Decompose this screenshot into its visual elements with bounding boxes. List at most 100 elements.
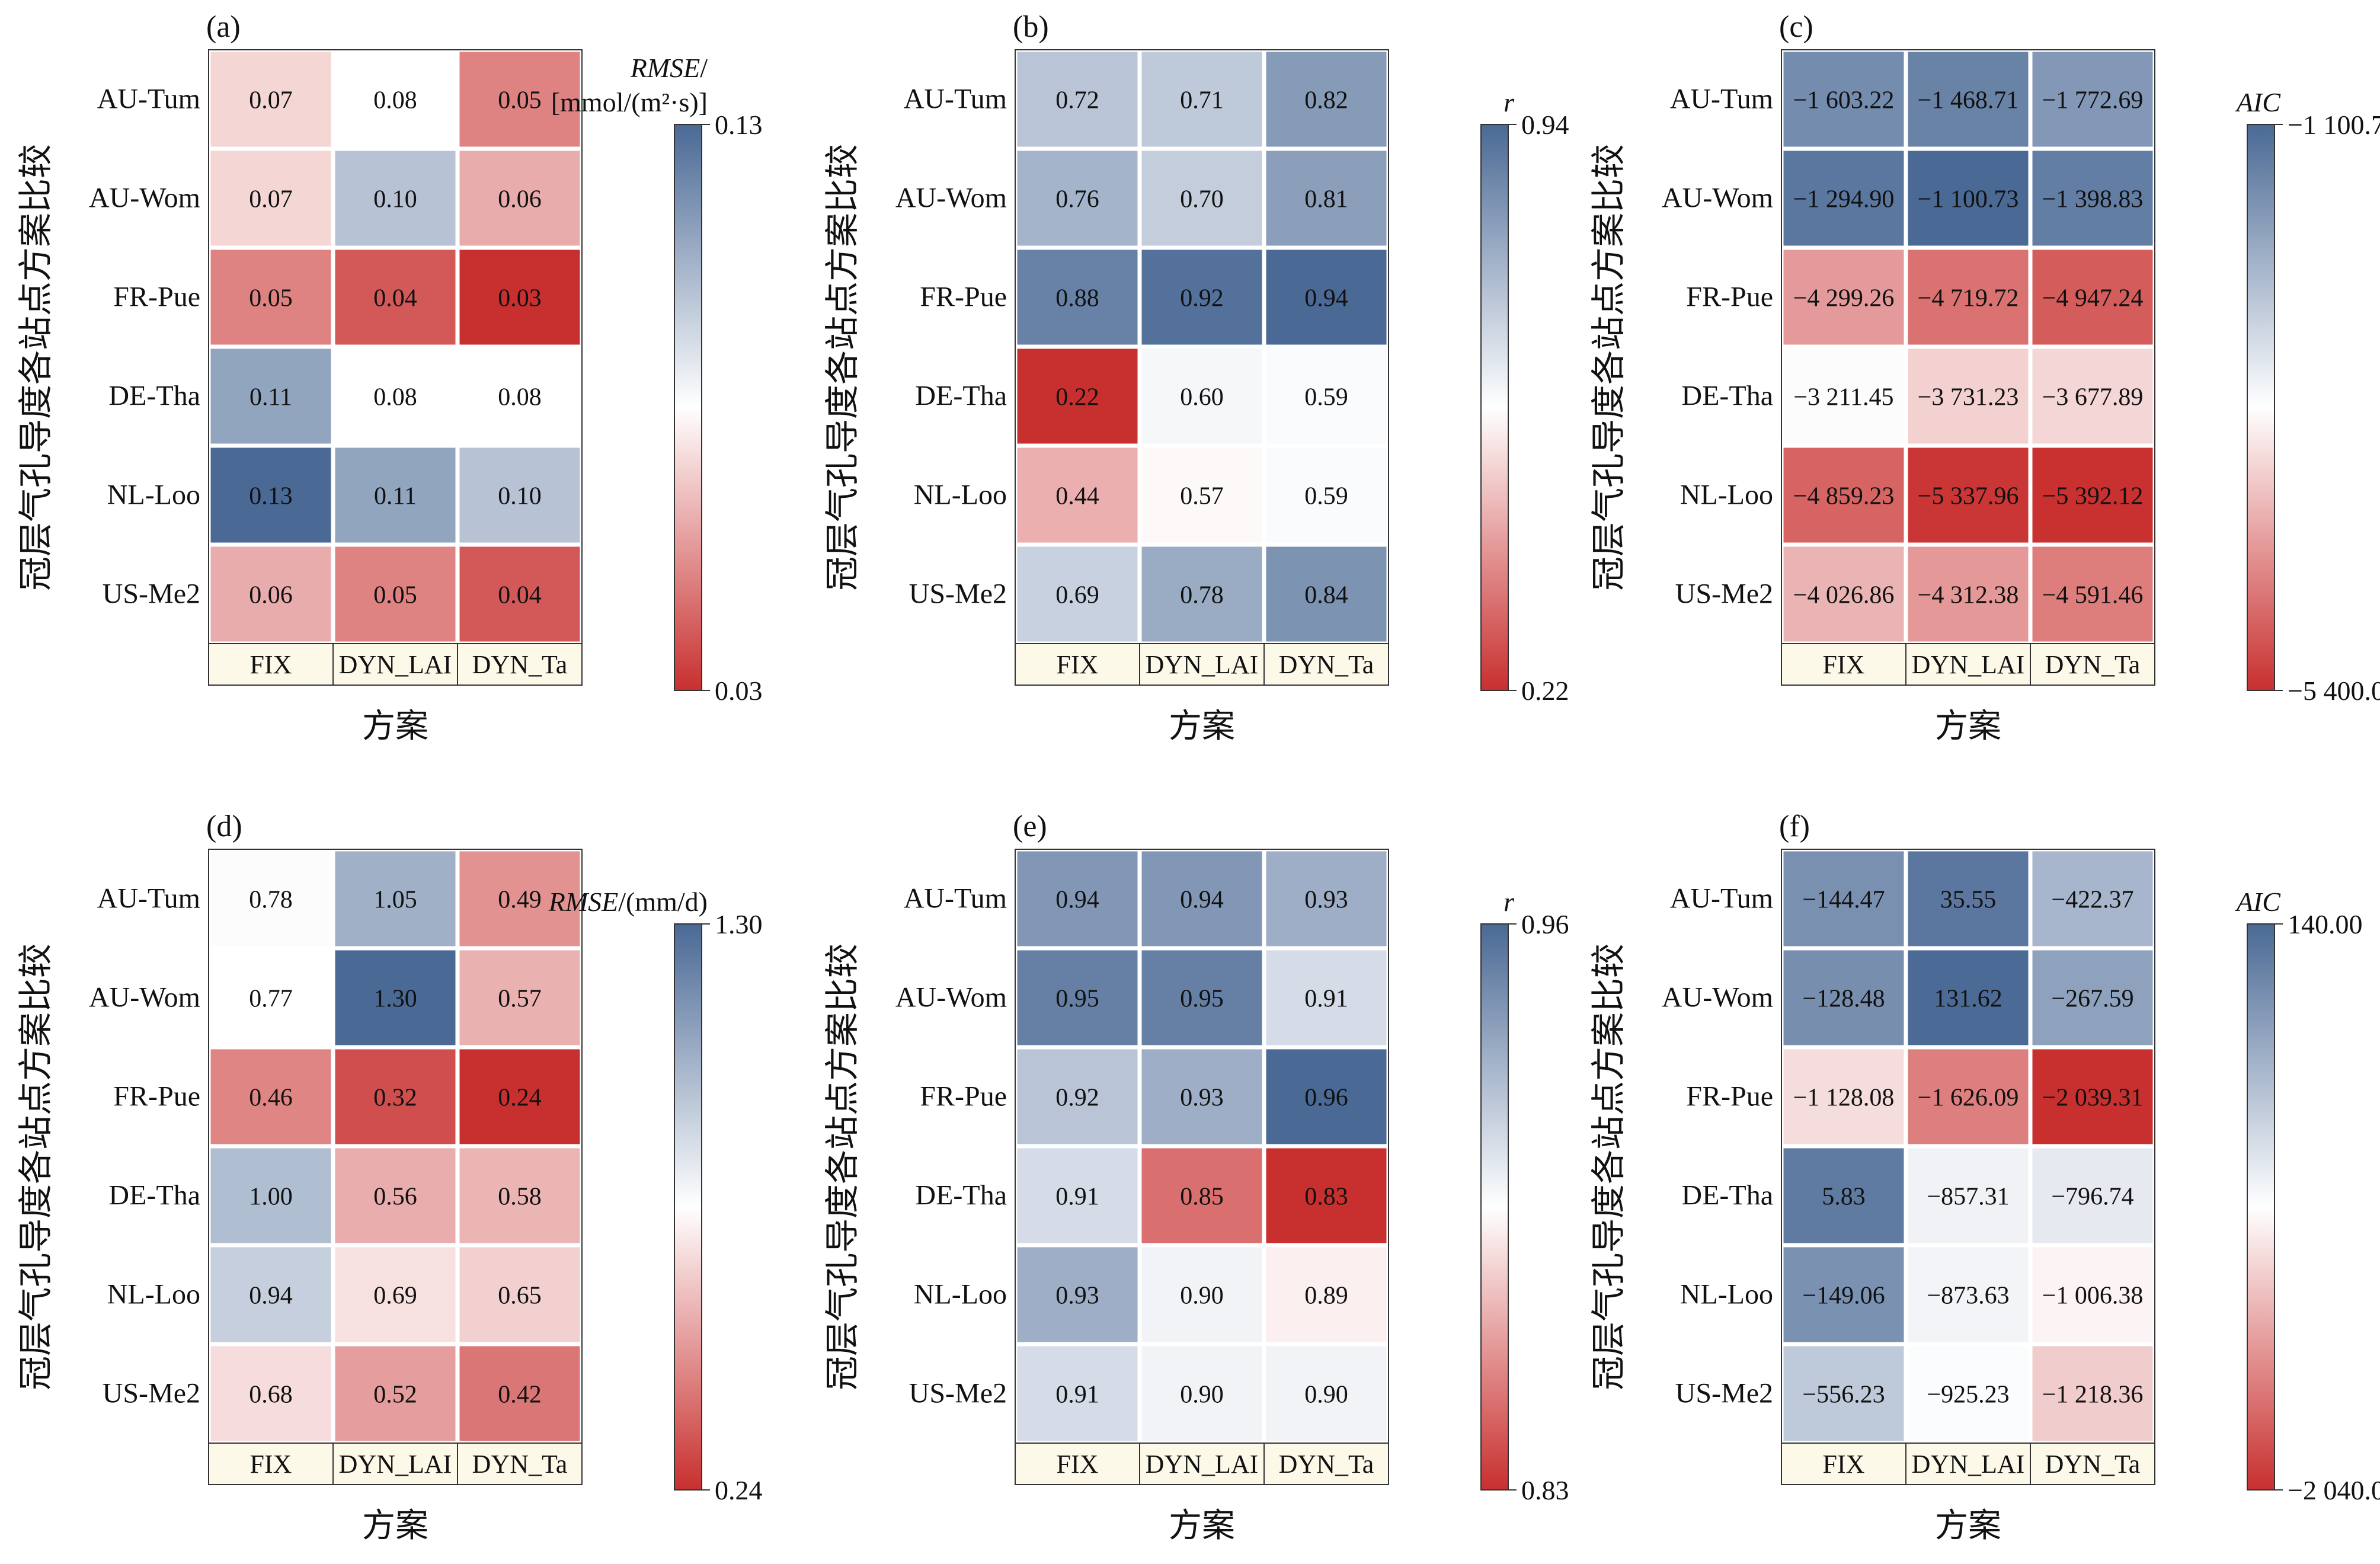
cell-value-label: 0.10	[498, 483, 542, 510]
cell-value-label: −1 626.09	[1918, 1085, 2019, 1112]
heatmap-cell	[2028, 443, 2157, 547]
colorbar-title-variable: r	[1504, 887, 1515, 917]
cell-value-label: 0.78	[1180, 582, 1224, 609]
cell-value-label: −2 039.31	[2042, 1085, 2144, 1112]
y-tick-label: NL-Loo	[107, 479, 200, 511]
heatmap-cell	[2028, 47, 2157, 151]
colorbar-max-label: −1 100.73	[2288, 110, 2380, 140]
x-axis-label: 方案	[1169, 1508, 1235, 1544]
panel-label: (d)	[206, 810, 242, 843]
scheme-cell	[208, 1443, 334, 1485]
panel-b: (b) 0.72 0.71 0.82 0.76 0.70 0.81 0.88 0.92 0.94 0…	[823, 10, 1569, 745]
heatmap-cell	[1137, 1243, 1266, 1346]
cell-value-label: −857.31	[1927, 1184, 2009, 1211]
cell-value-label: 0.04	[373, 285, 417, 312]
cell-value-label: 0.94	[1180, 887, 1224, 914]
x-axis-label: 方案	[1935, 708, 2001, 745]
cell-value-label: −1 006.38	[2042, 1282, 2144, 1310]
heatmap-cell	[1013, 1144, 1142, 1248]
colorbar-title: RMSE/	[630, 53, 708, 83]
x-axis-label: 方案	[1935, 1508, 2001, 1544]
x-tick-label: DYN_Ta	[472, 1450, 568, 1479]
heatmap-cell	[455, 1243, 584, 1346]
cell-value-label: 0.94	[249, 1282, 293, 1310]
cell-value-label: 35.55	[1940, 887, 1997, 914]
x-tick-label: DYN_LAI	[339, 650, 452, 679]
cell-value-label: 0.57	[498, 986, 542, 1013]
scheme-cell	[1905, 643, 2031, 686]
heatmap-cell	[331, 1342, 460, 1445]
colorbar	[1480, 923, 1509, 1491]
cell-value-label: 5.83	[1822, 1184, 1866, 1211]
x-tick-label: DYN_Ta	[1279, 650, 1374, 679]
heatmap-cell	[331, 443, 460, 547]
cell-value-label: 131.62	[1934, 986, 2002, 1013]
scheme-cell	[1015, 1443, 1140, 1485]
cell-value-label: −1 468.71	[1918, 87, 2019, 114]
heatmap-cell	[1904, 1243, 2033, 1346]
heatmap-cell	[206, 1243, 335, 1346]
panel-label: (b)	[1013, 10, 1049, 44]
cell-value-label: 0.69	[373, 1282, 417, 1310]
cell-value-label: −1 398.83	[2042, 186, 2144, 213]
y-tick-label: AU-Wom	[895, 183, 1007, 214]
cell-value-label: −4 312.38	[1918, 582, 2019, 609]
cell-value-label: 0.06	[498, 186, 542, 213]
x-tick-label: DYN_LAI	[1912, 1450, 2025, 1479]
scheme-cell	[1139, 1443, 1265, 1485]
heatmap-cell	[2028, 245, 2157, 349]
colorbar-min-label: 0.24	[715, 1475, 763, 1505]
cell-value-label: −4 591.46	[2042, 582, 2144, 609]
cell-value-label: 0.07	[249, 87, 293, 114]
colorbar-max-label: 0.96	[1521, 909, 1569, 939]
panel-f: (f) −144.47 35.55 −422.37 −128.48 131.62 −267.…	[1589, 810, 2380, 1544]
x-tick-label: FIX	[1823, 1450, 1865, 1479]
cell-value-label: 0.58	[498, 1184, 542, 1211]
y-tick-label: NL-Loo	[914, 479, 1007, 511]
panel-label: (c)	[1779, 10, 1813, 44]
heatmap-cell	[1137, 1045, 1266, 1149]
scheme-cell	[1015, 643, 1140, 686]
heatmap-cell	[2028, 847, 2157, 951]
cell-value-label: −3 677.89	[2042, 384, 2144, 411]
colorbar-title: RMSE/(mm/d)	[548, 887, 708, 917]
cell-value-label: −556.23	[1802, 1381, 1885, 1409]
panel-d: (d) 0.78 1.05 0.49 0.77 1.30 0.57 0.46 0.32 0.24 1…	[17, 810, 763, 1544]
y-tick-label: AU-Wom	[1662, 982, 1773, 1013]
scheme-cell	[1263, 643, 1389, 686]
cell-value-label: 0.57	[1180, 483, 1224, 510]
cell-value-label: 0.83	[1304, 1184, 1348, 1211]
cell-value-label: 0.13	[249, 483, 293, 510]
heatmap-cell	[1137, 245, 1266, 349]
cell-value-label: −1 603.22	[1793, 87, 1895, 114]
cell-value-label: 0.60	[1180, 384, 1224, 411]
x-tick-label: DYN_LAI	[1146, 650, 1259, 679]
colorbar-min-label: 0.22	[1521, 676, 1569, 706]
heatmap-cell	[1137, 443, 1266, 547]
cell-value-label: −796.74	[2051, 1184, 2133, 1211]
heatmap-cell	[1779, 443, 1908, 547]
colorbar-max-label: 1.30	[715, 909, 763, 939]
heatmap-cell	[1137, 847, 1266, 951]
colorbar-title-variable: RMSE	[548, 887, 619, 917]
cell-value-label: 0.93	[1304, 887, 1348, 914]
scheme-cell	[332, 643, 458, 686]
y-tick-label: DE-Tha	[1681, 1180, 1773, 1211]
heatmap-cell	[1779, 542, 1908, 646]
heatmap-cell	[1262, 946, 1391, 1050]
cell-value-label: −3 211.45	[1793, 384, 1893, 411]
cell-value-label: 0.08	[498, 384, 542, 411]
cell-value-label: −1 772.69	[2042, 87, 2144, 114]
colorbar-min-label: 0.03	[715, 676, 763, 706]
heatmap-cell	[1013, 1342, 1142, 1445]
heatmap-cell	[1013, 1045, 1142, 1149]
y-tick-label: AU-Tum	[1670, 883, 1773, 914]
colorbar	[674, 923, 702, 1491]
x-tick-label: FIX	[1057, 650, 1099, 679]
cell-value-label: 0.90	[1180, 1282, 1224, 1310]
colorbar-title-variable: AIC	[2235, 87, 2281, 117]
y-tick-label: DE-Tha	[1681, 380, 1773, 412]
x-tick-label: DYN_Ta	[1279, 1450, 1374, 1479]
scheme-cell	[2030, 643, 2155, 686]
